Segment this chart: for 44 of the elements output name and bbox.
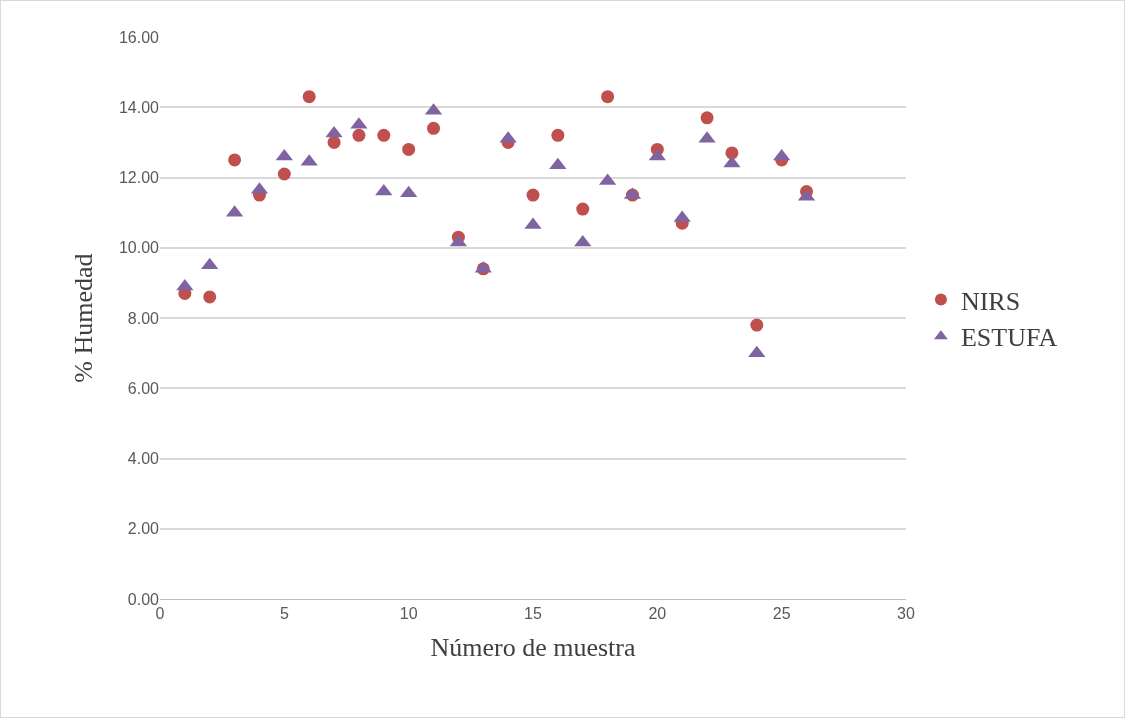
y-tick-label: 12.00	[118, 169, 160, 187]
y-tick-label: 6.00	[127, 379, 160, 397]
point	[427, 121, 441, 135]
y-tick-label: 2.00	[127, 520, 160, 538]
y-tick-label: 16.00	[118, 28, 160, 46]
point	[203, 290, 217, 304]
point	[327, 135, 341, 149]
point	[648, 148, 666, 161]
x-tick-label: 15	[524, 605, 542, 623]
y-tick-label: 0.00	[127, 590, 160, 608]
x-tick-label: 10	[399, 605, 418, 623]
point	[700, 111, 714, 125]
point	[377, 128, 391, 142]
point	[277, 167, 291, 181]
point	[228, 153, 242, 167]
x-tick-label: 20	[648, 605, 667, 623]
point	[275, 148, 293, 161]
point	[402, 142, 416, 156]
point	[302, 90, 316, 104]
legend-label: NIRS	[960, 286, 1021, 316]
point	[201, 257, 219, 270]
x-tick-label: 25	[772, 605, 791, 623]
y-tick-label: 14.00	[118, 98, 160, 116]
point	[574, 234, 592, 247]
x-axis-title: Número de muestra	[430, 632, 636, 662]
x-tick-label: 0	[155, 605, 165, 623]
point	[773, 148, 791, 161]
point	[725, 146, 739, 160]
point	[601, 90, 615, 104]
point	[551, 128, 565, 142]
point	[400, 185, 418, 198]
point	[576, 202, 590, 216]
y-tick-label: 10.00	[118, 239, 160, 257]
y-axis-title: % Humedad	[69, 253, 99, 383]
point	[723, 155, 741, 168]
point	[352, 128, 366, 142]
point	[750, 318, 764, 332]
point	[176, 278, 194, 291]
legend-label: ESTUFA	[960, 323, 1058, 353]
x-tick-label: 30	[897, 605, 915, 623]
y-tick-label: 8.00	[127, 309, 160, 327]
x-tick-label: 5	[279, 605, 289, 623]
y-tick-label: 4.00	[127, 450, 160, 468]
point	[526, 188, 540, 202]
